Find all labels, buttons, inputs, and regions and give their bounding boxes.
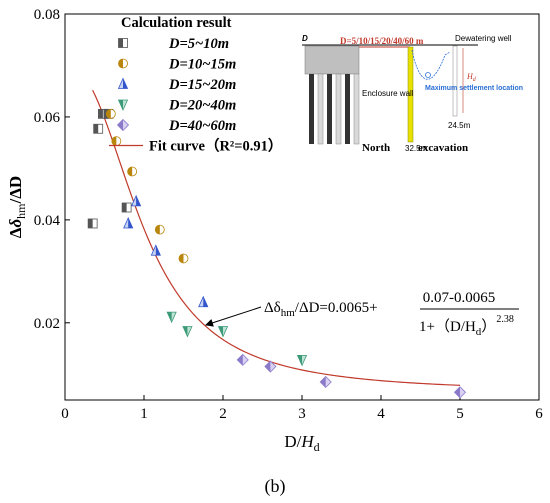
inset-title: D=5/10/15/20/40/60 m	[340, 36, 424, 46]
x-tick-label: 4	[377, 406, 385, 422]
data-point	[178, 253, 189, 264]
inset-pile-4	[335, 73, 342, 145]
x-tick-label: 6	[535, 406, 543, 422]
formula-arrow	[205, 306, 262, 327]
inset-settlement-marker	[425, 72, 431, 78]
legend-fit-label: Fit curve（R²=0.91）	[149, 137, 282, 155]
data-point	[105, 108, 116, 119]
fit-curve-group	[92, 90, 461, 386]
x-tick-label: 2	[219, 406, 227, 422]
legend-label: D=40~60m	[168, 118, 236, 134]
inset-pile-3	[327, 74, 332, 144]
data-point	[182, 326, 193, 338]
y-axis-title: Δδhm/ΔD	[6, 176, 28, 238]
data-point	[264, 360, 277, 373]
data-point	[319, 375, 332, 389]
legend: Calculation result D=5~10m D=10~15m D=15~20…	[109, 15, 282, 155]
x-tick-label: 1	[140, 406, 148, 422]
inset-dewatering-label: Dewatering well	[455, 34, 512, 43]
y-tick-label: 0.06	[34, 110, 61, 126]
axis-ticks: 0 1 2 3 4 5 6 0.02 0.04 0.06 0.08	[34, 7, 544, 422]
legend-label: D=5~10m	[168, 36, 229, 52]
data-point	[121, 202, 132, 213]
data-point	[123, 216, 134, 229]
legend-item: D=15~20m	[117, 77, 236, 93]
data-point	[154, 224, 165, 235]
formula-denominator: 1+（D/Hd）2.38	[419, 314, 514, 338]
inset-pile-1	[309, 74, 314, 144]
data-point	[93, 123, 104, 134]
legend-title: Calculation result	[121, 15, 232, 31]
inset-depth2-label: 24.5m	[448, 121, 471, 130]
y-tick-label: 0.04	[34, 213, 61, 229]
x-tick-label: 3	[298, 406, 306, 422]
legend-item: D=5~10m	[118, 36, 229, 52]
y-tick-label: 0.02	[34, 316, 60, 332]
legend-item-fit: Fit curve（R²=0.91）	[109, 137, 282, 155]
inset-d-label: D	[302, 34, 308, 43]
inset-north-label: North	[362, 142, 390, 154]
legend-item: D=40~60m	[116, 118, 236, 134]
legend-item: D=20~40m	[117, 98, 236, 114]
data-point	[296, 354, 308, 367]
data-point	[87, 218, 98, 229]
inset-cap	[304, 45, 360, 75]
inset-settlement-curve	[411, 49, 451, 80]
inset-enclosure-label: Enclosure wall	[362, 89, 414, 98]
data-point	[111, 136, 122, 147]
formula-annotation: Δδhm/ΔD=0.0065+ 0.07-0.0065 1+（D/Hd）2.38	[205, 290, 519, 338]
data-point	[198, 295, 209, 308]
inset-max-settlement-label: Maximum settlement location	[425, 85, 523, 92]
data-point	[127, 166, 138, 177]
y-tick-label: 0.08	[34, 7, 60, 23]
x-tick-label: 5	[456, 406, 464, 422]
x-tick-label: 0	[61, 406, 69, 422]
inset-dewatering-well	[452, 45, 458, 117]
inset-schematic: D D=5/10/15/20/40/60 m Dewatering well H…	[302, 34, 523, 154]
inset-excavation-label: excavation	[418, 142, 468, 154]
x-axis-title: D/Hd	[284, 432, 319, 454]
data-points	[87, 108, 467, 399]
data-point	[150, 244, 161, 256]
legend-label: D=20~40m	[168, 98, 236, 114]
data-point	[130, 194, 142, 207]
legend-item: D=10~15m	[118, 57, 236, 73]
fit-curve	[92, 90, 461, 386]
inset-pile-5	[345, 74, 350, 144]
inset-pile-2	[317, 73, 324, 145]
data-point	[453, 386, 467, 399]
data-point	[236, 353, 249, 366]
legend-label: D=10~15m	[168, 57, 236, 73]
data-point	[166, 311, 177, 324]
inset-pile-6	[353, 73, 360, 145]
inset-depth1-label: 32.5m	[405, 144, 428, 153]
panel-label: (b)	[265, 476, 286, 497]
inset-hd-label: Hd	[466, 72, 477, 83]
legend-label: D=15~20m	[168, 77, 236, 93]
data-point	[217, 326, 229, 338]
formula-lhs: Δδhm/ΔD=0.0065+	[264, 300, 378, 319]
formula-numerator: 0.07-0.0065	[423, 290, 496, 306]
inset-enclosure-wall	[407, 46, 414, 143]
